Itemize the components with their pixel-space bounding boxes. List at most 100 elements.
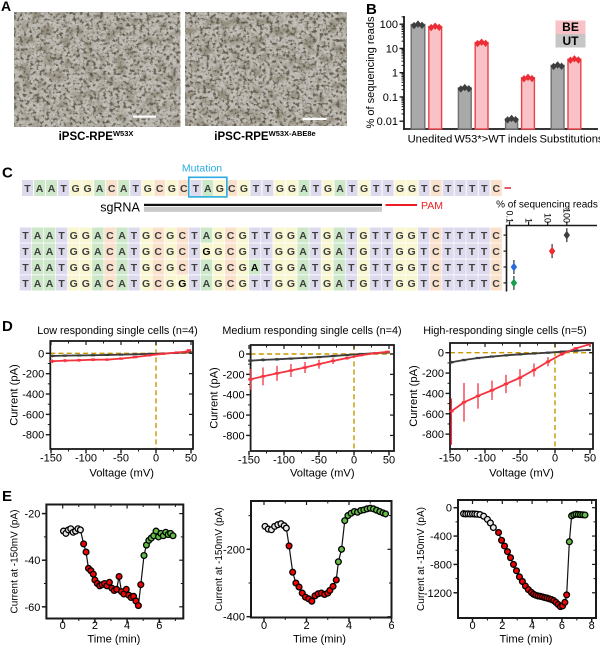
svg-text:T: T	[24, 183, 31, 195]
svg-text:-200: -200	[422, 368, 444, 380]
svg-text:0: 0	[60, 620, 66, 632]
svg-text:Voltage (mV): Voltage (mV)	[489, 468, 554, 480]
svg-text:50: 50	[383, 455, 395, 467]
svg-text:C: C	[228, 183, 236, 195]
svg-text:C: C	[227, 230, 235, 242]
svg-text:A: A	[300, 183, 308, 195]
svg-text:T: T	[445, 230, 452, 242]
svg-text:A: A	[335, 262, 343, 274]
svg-text:-100: -100	[474, 453, 496, 465]
svg-text:C: C	[493, 183, 501, 195]
svg-text:-600: -600	[22, 409, 44, 421]
svg-text:G: G	[239, 246, 247, 258]
svg-text:Current (pA): Current (pA)	[209, 367, 221, 429]
svg-text:C: C	[432, 278, 440, 290]
svg-text:4: 4	[346, 620, 352, 632]
svg-text:Voltage (mV): Voltage (mV)	[290, 468, 355, 480]
svg-text:T: T	[132, 183, 139, 195]
svg-text:C: C	[492, 278, 500, 290]
svg-text:C: C	[179, 230, 187, 242]
svg-text:T: T	[481, 246, 488, 258]
svg-text:E: E	[2, 488, 12, 505]
svg-text:A: A	[34, 262, 42, 274]
svg-text:100: 100	[562, 208, 572, 223]
svg-text:-800: -800	[22, 430, 44, 442]
svg-text:A: A	[1, 0, 11, 14]
svg-text:G: G	[142, 246, 150, 258]
svg-text:A: A	[94, 230, 102, 242]
svg-text:A: A	[203, 262, 211, 274]
svg-text:A: A	[335, 246, 343, 258]
svg-text:G: G	[323, 278, 331, 290]
svg-text:-50: -50	[512, 453, 528, 465]
svg-text:BE: BE	[562, 20, 579, 34]
svg-text:Low responding single cells (n: Low responding single cells (n=4)	[37, 325, 198, 337]
svg-text:G: G	[166, 230, 174, 242]
svg-text:G: G	[287, 230, 295, 242]
svg-text:-150: -150	[238, 455, 260, 467]
svg-text:6: 6	[559, 620, 565, 632]
svg-text:G: G	[166, 246, 174, 258]
svg-text:-150: -150	[439, 453, 461, 465]
svg-text:T: T	[191, 246, 198, 258]
svg-text:T: T	[312, 278, 319, 290]
svg-text:Current at -150mV (pA): Current at -150mV (pA)	[416, 507, 427, 611]
svg-text:-50: -50	[311, 455, 327, 467]
svg-text:-100: -100	[75, 453, 97, 465]
svg-text:B: B	[366, 1, 377, 18]
svg-text:UT: UT	[563, 34, 580, 48]
svg-text:-200: -200	[223, 544, 245, 556]
svg-text:G: G	[396, 278, 404, 290]
svg-text:G: G	[239, 230, 247, 242]
svg-text:G: G	[82, 278, 90, 290]
svg-text:Time (min): Time (min)	[87, 634, 140, 646]
svg-text:T: T	[131, 246, 138, 258]
svg-text:G: G	[166, 262, 174, 274]
svg-text:T: T	[348, 246, 355, 258]
svg-text:T: T	[22, 278, 29, 290]
svg-text:C: C	[179, 262, 187, 274]
svg-text:C: C	[179, 246, 187, 258]
svg-text:Mutation: Mutation	[182, 163, 222, 175]
svg-text:T: T	[131, 262, 138, 274]
svg-text:T: T	[457, 183, 464, 195]
svg-text:0: 0	[446, 503, 452, 515]
svg-text:T: T	[421, 183, 428, 195]
svg-text:T: T	[420, 278, 427, 290]
svg-text:G: G	[72, 183, 80, 195]
svg-text:-400: -400	[422, 388, 444, 400]
svg-text:G: G	[214, 230, 222, 242]
svg-text:G: G	[142, 262, 150, 274]
svg-text:G: G	[214, 262, 222, 274]
svg-text:T: T	[445, 278, 452, 290]
svg-text:A: A	[94, 246, 102, 258]
svg-text:A: A	[46, 230, 54, 242]
svg-text:-1200: -1200	[424, 588, 452, 600]
svg-text:A: A	[335, 230, 343, 242]
svg-text:T: T	[384, 278, 391, 290]
svg-text:-200: -200	[22, 369, 44, 381]
svg-text:G: G	[408, 262, 416, 274]
svg-text:2: 2	[499, 620, 505, 632]
svg-text:Time (min): Time (min)	[293, 634, 346, 646]
svg-text:G: G	[214, 246, 222, 258]
svg-text:A: A	[336, 183, 344, 195]
svg-text:-100: -100	[273, 455, 295, 467]
svg-text:0.1: 0.1	[504, 210, 514, 223]
svg-text:G: G	[70, 246, 78, 258]
svg-text:G: G	[239, 278, 247, 290]
svg-text:A: A	[299, 278, 307, 290]
svg-text:C: C	[432, 246, 440, 258]
svg-text:T: T	[481, 230, 488, 242]
svg-text:C: C	[106, 262, 114, 274]
svg-text:C: C	[492, 262, 500, 274]
svg-text:G: G	[396, 230, 404, 242]
svg-text:G: G	[408, 246, 416, 258]
svg-text:T: T	[193, 183, 200, 195]
svg-text:G: G	[202, 246, 210, 258]
svg-text:PAM: PAM	[421, 200, 443, 212]
svg-text:T: T	[131, 278, 138, 290]
svg-text:A: A	[299, 262, 307, 274]
svg-text:G: G	[276, 183, 284, 195]
svg-text:T: T	[457, 278, 464, 290]
